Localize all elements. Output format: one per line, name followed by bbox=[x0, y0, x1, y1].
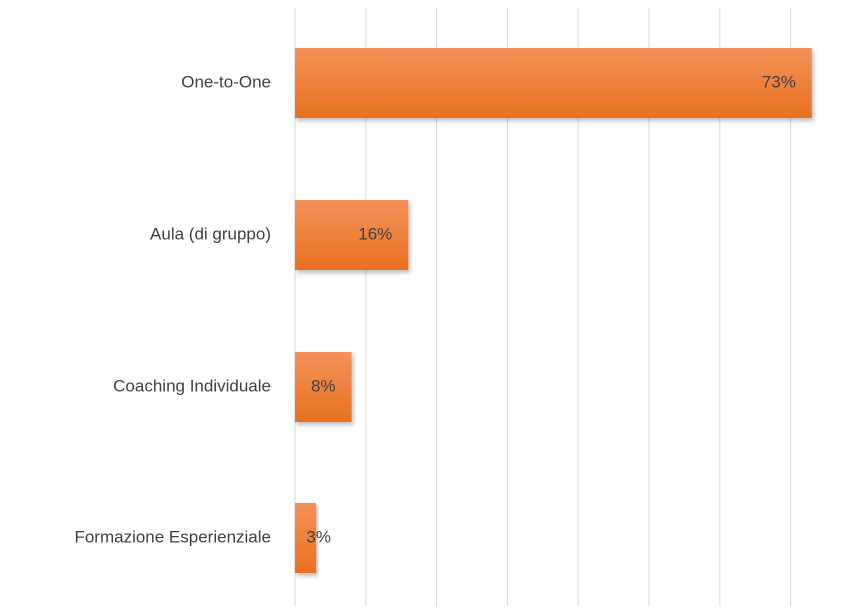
category-label: Formazione Esperienziale bbox=[74, 527, 271, 546]
bars bbox=[295, 48, 812, 573]
bar-formazione-esperienziale bbox=[295, 503, 317, 573]
category-label: Aula (di gruppo) bbox=[150, 224, 271, 243]
data-label: 16% bbox=[358, 224, 392, 243]
data-label: 3% bbox=[306, 527, 331, 546]
labels: One-to-One 73% Aula (di gruppo) 16% Coaching… bbox=[74, 72, 795, 546]
category-label: Coaching Individuale bbox=[113, 376, 271, 395]
bar-aula-di-gruppo bbox=[295, 200, 409, 270]
data-label: 8% bbox=[311, 376, 336, 395]
bar-one-to-one bbox=[295, 48, 812, 118]
category-label: One-to-One bbox=[181, 72, 271, 91]
data-label: 73% bbox=[762, 72, 796, 91]
bar-coaching-individuale bbox=[295, 352, 352, 422]
